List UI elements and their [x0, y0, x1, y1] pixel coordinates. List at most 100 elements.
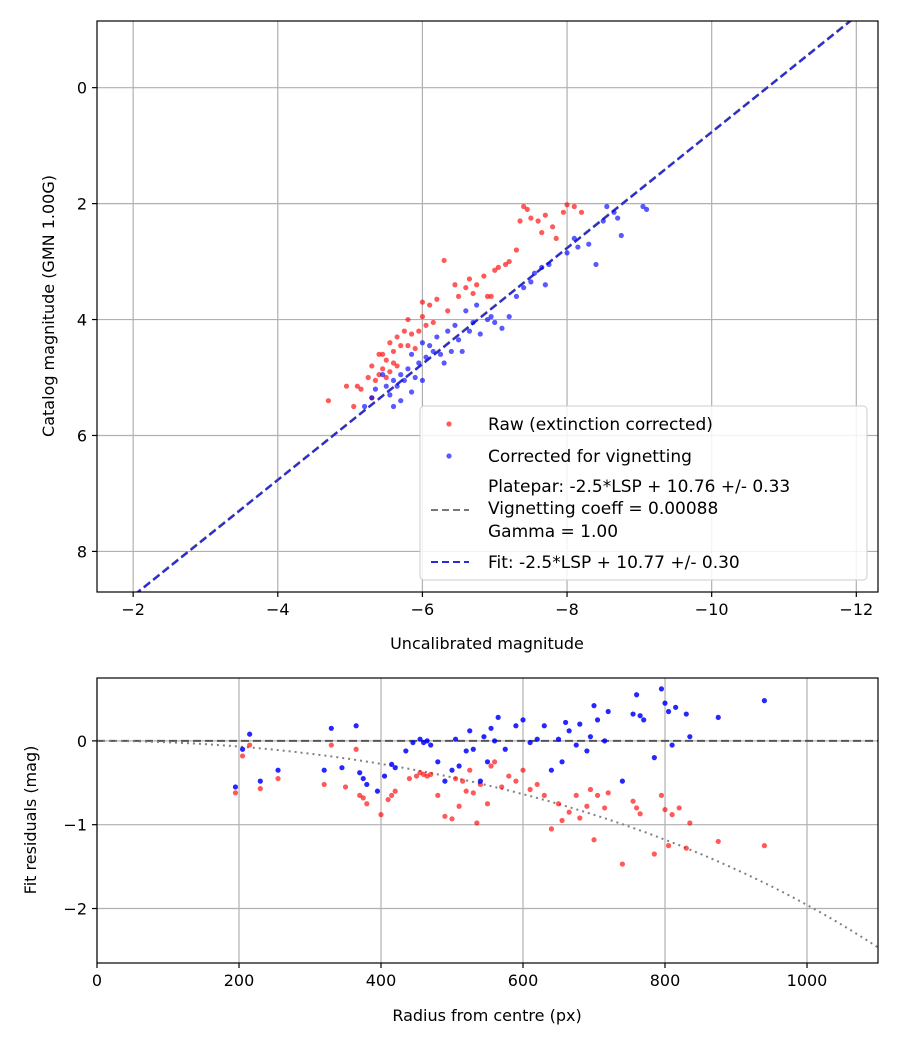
corrected-residual-point: [403, 748, 409, 754]
corrected-residual-point: [428, 742, 434, 748]
raw-residual-point: [467, 767, 473, 773]
bottom-x-tick-label: 200: [224, 971, 255, 990]
raw-residual-point: [428, 771, 434, 777]
corrected-residual-point: [577, 721, 583, 727]
raw-point: [423, 322, 429, 328]
corrected-residual-point: [673, 704, 679, 710]
legend-fit-label: Fit: -2.5*LSP + 10.77 +/- 0.30: [488, 553, 740, 573]
raw-residual-point: [492, 759, 498, 765]
corrected-residual-point: [424, 738, 430, 744]
raw-point: [343, 383, 350, 389]
raw-residual-point: [587, 786, 594, 793]
raw-point: [358, 386, 364, 392]
raw-point: [376, 351, 382, 357]
raw-point: [365, 374, 371, 381]
calibration-plot: −2 −4 −6 −8 −10 −12 0 2 4 6 8 Uncalibrated magnit…: [39, 20, 879, 653]
corrected-residual-point: [619, 778, 626, 784]
raw-residual-point: [328, 742, 334, 748]
corrected-point: [615, 215, 621, 221]
raw-point: [419, 299, 426, 305]
corrected-residual-point: [456, 763, 462, 769]
corrected-residual-point: [594, 717, 601, 723]
top-reference-lines: [135, 21, 853, 592]
corrected-residual-point: [541, 723, 547, 729]
raw-residual-point: [385, 796, 391, 803]
corrected-point: [441, 360, 447, 366]
raw-point: [372, 377, 379, 384]
raw-point: [398, 343, 404, 349]
corrected-point: [401, 377, 407, 384]
legend-corrected-marker: [446, 453, 452, 459]
corrected-point: [575, 244, 581, 250]
bottom-plot-frame: [96, 677, 879, 964]
raw-residual-point: [573, 792, 579, 798]
corrected-point: [484, 316, 491, 323]
raw-point: [521, 203, 527, 210]
corrected-residual-point: [452, 736, 459, 742]
corrected-residual-point: [328, 725, 334, 731]
corrected-residual-point: [484, 759, 491, 765]
corrected-residual-point: [477, 778, 483, 784]
bottom-x-tick-label: 800: [650, 971, 681, 990]
corrected-residual-point: [587, 734, 594, 740]
top-y-tick-label: 0: [77, 79, 87, 98]
raw-point: [524, 206, 530, 213]
raw-point: [463, 285, 469, 291]
corrected-point: [539, 264, 545, 270]
raw-point: [430, 319, 436, 326]
bottom-x-ticks: 0 200 400 600 800 1000: [92, 963, 827, 990]
legend-raw-marker: [446, 421, 452, 427]
corrected-residual-point: [566, 728, 572, 734]
corrected-residual-point: [488, 725, 494, 731]
raw-point: [401, 328, 407, 334]
corrected-residual-point: [658, 686, 665, 692]
raw-residual-point: [353, 746, 359, 752]
corrected-residual-point: [605, 708, 611, 715]
raw-point: [502, 261, 509, 268]
corrected-residual-point: [339, 765, 345, 771]
top-x-tick-label: −6: [411, 600, 435, 619]
raw-point: [416, 328, 422, 334]
corrected-point: [427, 343, 433, 349]
corrected-point: [369, 395, 375, 401]
raw-residual-point: [662, 807, 668, 813]
corrected-residual-point: [637, 713, 643, 719]
corrected-residual-point: [442, 778, 448, 784]
corrected-point: [600, 218, 606, 224]
corrected-residual-point: [275, 767, 281, 773]
corrected-residual-point: [495, 714, 501, 720]
raw-residual-point: [389, 792, 395, 798]
corrected-residual-point: [364, 781, 370, 788]
raw-residual-point: [566, 809, 572, 815]
corrected-residual-point: [357, 770, 363, 776]
raw-point: [481, 273, 487, 279]
legend: Raw (extinction corrected) Corrected for…: [419, 405, 868, 581]
raw-point: [351, 403, 357, 410]
corrected-point: [477, 331, 483, 337]
corrected-point: [398, 398, 404, 404]
bottom-x-tick-label: 1000: [787, 971, 828, 990]
top-x-tick-label: −4: [266, 600, 290, 619]
bottom-grid: [96, 678, 878, 963]
raw-residual-point: [321, 781, 327, 788]
raw-residual-point: [342, 784, 349, 790]
raw-residual-point: [239, 753, 246, 759]
corrected-point: [571, 235, 577, 241]
corrected-point: [390, 377, 397, 384]
corrected-point: [408, 351, 415, 357]
raw-residual-point: [669, 812, 675, 818]
raw-residual-point: [275, 775, 281, 782]
raw-residual-point: [591, 837, 597, 843]
corrected-point: [416, 360, 422, 366]
corrected-point: [419, 377, 426, 384]
raw-residual-point: [637, 811, 643, 817]
corrected-residual-point: [591, 703, 597, 709]
raw-point: [354, 383, 360, 389]
raw-point: [427, 302, 433, 308]
corrected-residual-point: [257, 778, 263, 784]
corrected-residual-point: [381, 773, 388, 779]
raw-point: [441, 257, 447, 264]
raw-residual-point: [630, 798, 636, 804]
corrected-point: [434, 334, 440, 340]
raw-residual-point: [665, 843, 672, 849]
